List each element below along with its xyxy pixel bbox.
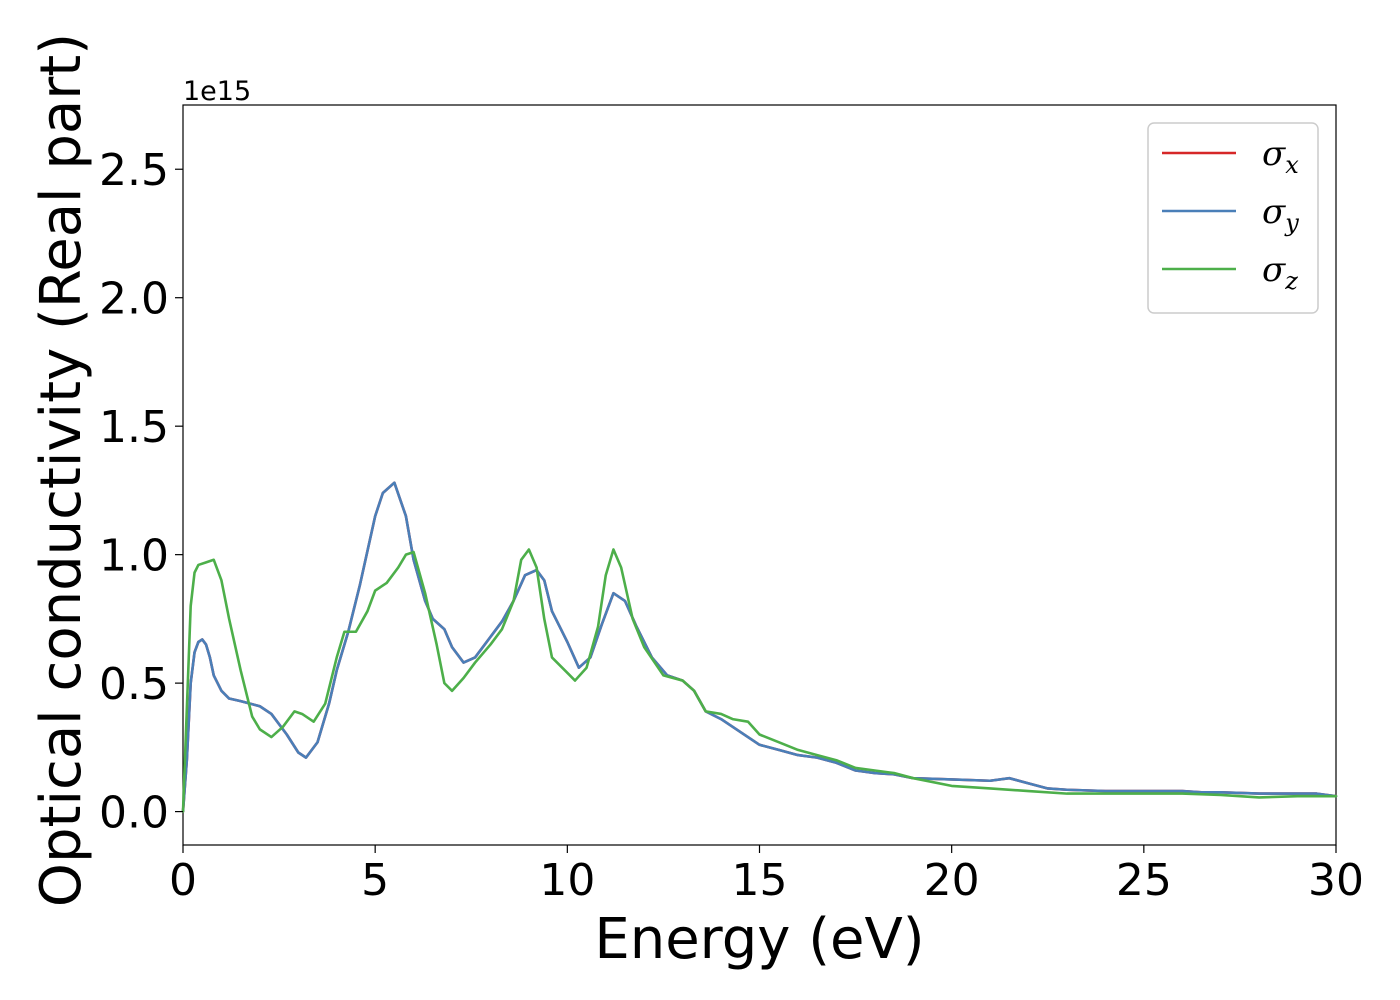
x-tick-label: 0: [169, 855, 197, 906]
series-layer: [181, 481, 1338, 813]
x-axis-label: Energy (eV): [594, 907, 924, 972]
x-tick-label: 15: [732, 855, 788, 906]
y-tick-label: 2.0: [99, 274, 169, 325]
y-axis-label: Optical conductivity (Real part): [29, 33, 94, 907]
series-line-y: [181, 481, 1338, 813]
legend-label-z: σz: [1262, 250, 1298, 295]
y-tick-label: 0.5: [99, 659, 169, 710]
series-line-z: [181, 548, 1338, 813]
x-tick-label: 30: [1308, 855, 1364, 906]
y-axis-offset-label: 1e15: [183, 76, 251, 107]
legend: σx σy σz: [1147, 122, 1319, 314]
y-tick-label: 1.0: [99, 531, 169, 582]
y-tick-label: 0.0: [99, 788, 169, 839]
y-tick-label: 2.5: [99, 145, 169, 196]
legend-label-y: σy: [1262, 192, 1299, 237]
x-tick-label: 10: [539, 855, 595, 906]
y-tick-label: 1.5: [99, 402, 169, 453]
x-tick-label: 20: [924, 855, 980, 906]
legend-label-x: σx: [1262, 134, 1299, 179]
x-tick-label: 25: [1116, 855, 1172, 906]
legend-box: [1147, 122, 1319, 314]
y-axis-ticks: 0.0 0.5 1.0 1.5 2.0 2.5: [99, 145, 183, 839]
x-axis-ticks: 0 5 10 15 20 25 30: [169, 845, 1364, 906]
x-tick-label: 5: [361, 855, 389, 906]
